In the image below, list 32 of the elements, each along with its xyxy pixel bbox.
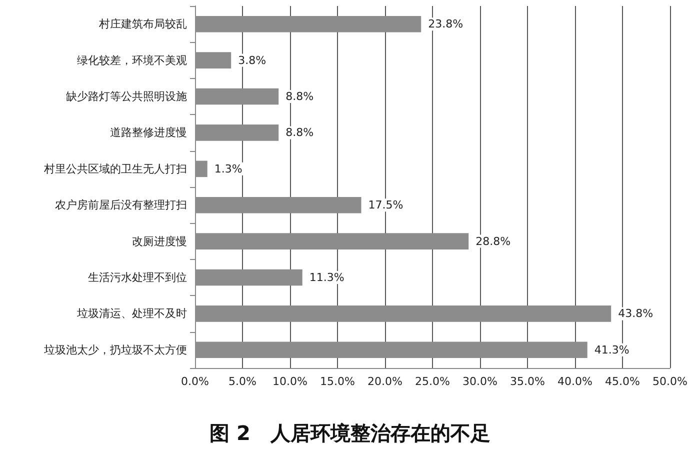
- x-tick-label: 35.0%: [510, 375, 545, 388]
- x-tick-label: 0.0%: [181, 375, 209, 388]
- data-label: 1.3%: [214, 162, 242, 176]
- x-tick-label: 20.0%: [368, 375, 402, 388]
- y-tick-label: 改厕进度慢: [132, 234, 187, 248]
- data-label: 43.8%: [618, 307, 654, 320]
- data-label: 17.5%: [368, 198, 404, 212]
- data-label: 3.8%: [238, 54, 266, 67]
- y-tick-label: 绿化较差，环境不美观: [77, 54, 187, 67]
- x-tick-label: 15.0%: [320, 375, 355, 388]
- x-tick-label: 25.0%: [415, 375, 450, 388]
- data-label: 23.8%: [428, 18, 464, 31]
- y-tick-label: 垃圾池太少，扔垃圾不太方便: [43, 343, 187, 356]
- text: 图 2 人居环境整治存在的不足: [210, 421, 490, 445]
- y-tick-label: 村庄建筑布局较乱: [98, 18, 187, 31]
- data-label: 8.8%: [286, 126, 314, 140]
- y-tick-label: 道路整修进度慢: [110, 126, 187, 140]
- y-tick-label: 缺少路灯等公共照明设施: [66, 90, 187, 103]
- x-tick-label: 45.0%: [605, 375, 640, 388]
- data-label: 8.8%: [286, 90, 314, 103]
- y-tick-label: 垃圾清运、处理不及时: [76, 307, 187, 320]
- data-label: 41.3%: [594, 343, 630, 356]
- y-tick-label: 生活污水处理不到位: [88, 271, 187, 284]
- y-tick-label: 农户房前屋后没有整理打扫: [55, 198, 187, 212]
- data-label: 11.3%: [309, 271, 344, 284]
- y-tick-label: 村里公共区域的卫生无人打扫: [43, 162, 187, 176]
- x-tick-label: 40.0%: [558, 375, 592, 388]
- x-tick-label: 50.0%: [652, 375, 688, 388]
- x-tick-label: 5.0%: [228, 375, 256, 388]
- x-tick-label: 30.0%: [462, 375, 498, 388]
- data-label: 28.8%: [476, 234, 511, 248]
- x-tick-label: 10.0%: [272, 375, 308, 388]
